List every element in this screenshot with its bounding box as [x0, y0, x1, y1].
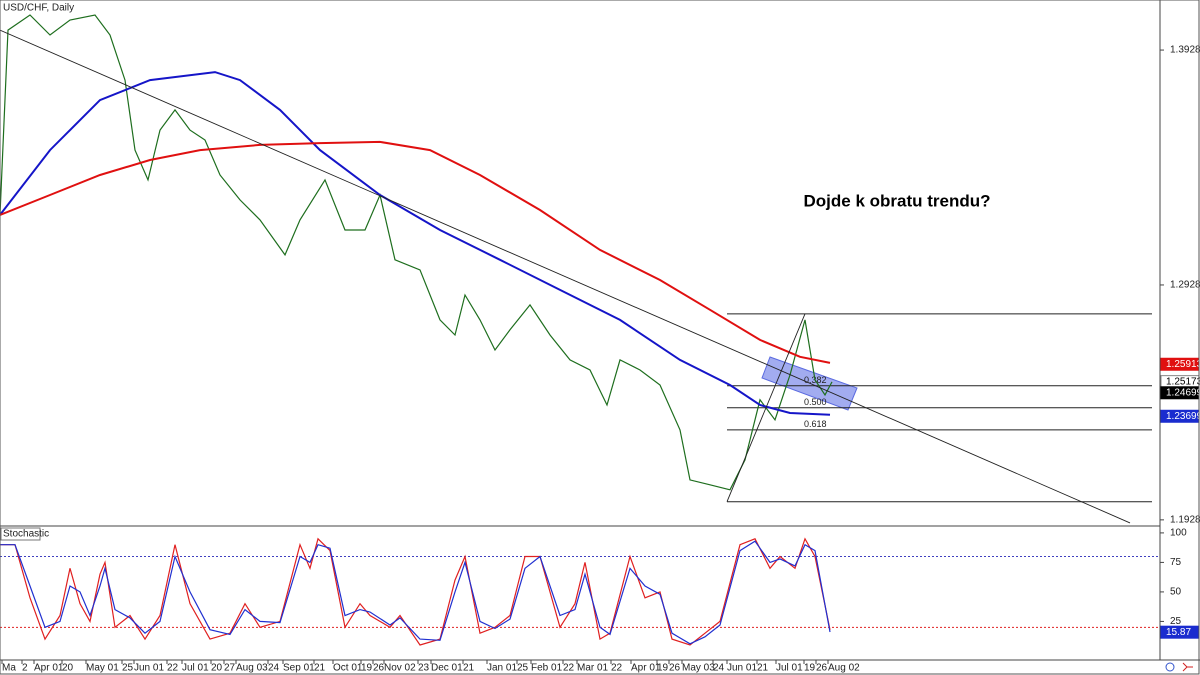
annotation: Dojde k obratu trendu? [804, 191, 991, 210]
x-tick-label: 19 [657, 663, 669, 674]
icon[interactable] [1165, 662, 1175, 672]
series-line [0, 29, 1131, 524]
x-tick-label: 24 [713, 663, 725, 674]
price-tag-label: 1.25173 [1166, 376, 1200, 387]
x-tick-label: Mar 01 [577, 663, 609, 674]
series-line [0, 540, 831, 645]
chart-title: USD/CHF, Daily [3, 3, 74, 14]
x-tick-label: 21 [757, 663, 769, 674]
toolbar-icons[interactable] [1165, 662, 1193, 672]
x-tick-label: 27 [224, 663, 236, 674]
fib-label: 0.500 [804, 397, 827, 407]
x-tick-label: Jun 01 [134, 663, 164, 674]
x-tick-label: 22 [563, 663, 575, 674]
y-tick-label: 1.39289 [1170, 45, 1200, 56]
x-tick-label: 26 [373, 663, 385, 674]
y-tick-label: 1.19289 [1170, 514, 1200, 525]
x-tick-label: May 01 [86, 663, 119, 674]
series-line [0, 71, 831, 416]
x-tick-label: May 03 [682, 663, 715, 674]
fib-label: 0.618 [804, 419, 827, 429]
price-tag-label: 1.25913 [1166, 359, 1200, 370]
x-tick-label: 22 [611, 663, 623, 674]
price-tag-label: 1.23699 [1166, 411, 1200, 422]
price-tag-label: 15.87 [1166, 627, 1191, 638]
x-tick-label: Feb 01 [531, 663, 563, 674]
x-tick-label: Jul 01 [776, 663, 803, 674]
x-tick-label: 26 [816, 663, 828, 674]
x-tick-label: 22 [167, 663, 179, 674]
icon[interactable] [1182, 662, 1193, 672]
x-tick-label: 23 [418, 663, 430, 674]
series-line [0, 14, 833, 491]
pane-title: Stochastic [3, 529, 49, 540]
x-tick-label: 24 [268, 663, 280, 674]
x-tick-label: Ma [2, 663, 16, 674]
plot-layer: 1.192891.292891.392890.3820.5000.6181.25… [0, 14, 1200, 674]
y-tick-label: 50 [1170, 587, 1182, 598]
x-tick-label: Aug 02 [828, 663, 860, 674]
y-tick-label: 100 [1170, 528, 1187, 539]
x-tick-label: Aug 03 [236, 663, 268, 674]
x-tick-label: 19 [361, 663, 373, 674]
pane-label-box [0, 527, 41, 541]
x-tick-label: 21 [314, 663, 326, 674]
x-tick-label: 21 [463, 663, 475, 674]
x-tick-label: Sep 01 [283, 663, 315, 674]
x-tick-label: 25 [517, 663, 529, 674]
x-tick-label: Oct 01 [333, 663, 363, 674]
x-tick-label: 25 [122, 663, 134, 674]
x-tick-label: Apr 01 [34, 663, 64, 674]
x-tick-label: 26 [669, 663, 681, 674]
price-tag-label: 1.24699 [1166, 387, 1200, 398]
x-tick-label: Jun 01 [727, 663, 757, 674]
series-line [0, 140, 831, 364]
x-tick-label: Dec 01 [431, 663, 463, 674]
x-tick-label: 2 [22, 663, 28, 674]
x-tick-label: Nov 02 [384, 663, 416, 674]
grid-layer [0, 49, 1164, 664]
x-tick-label: Jan 01 [487, 663, 517, 674]
x-tick-label: 20 [211, 663, 223, 674]
series-line [726, 313, 806, 502]
y-tick-label: 25 [1170, 616, 1182, 627]
x-tick-label: Apr 01 [631, 663, 661, 674]
x-tick-label: 20 [62, 663, 74, 674]
x-tick-label: 19 [804, 663, 816, 674]
y-tick-label: 1.29289 [1170, 280, 1200, 291]
x-tick-label: Jul 01 [182, 663, 209, 674]
y-tick-label: 75 [1170, 557, 1182, 568]
